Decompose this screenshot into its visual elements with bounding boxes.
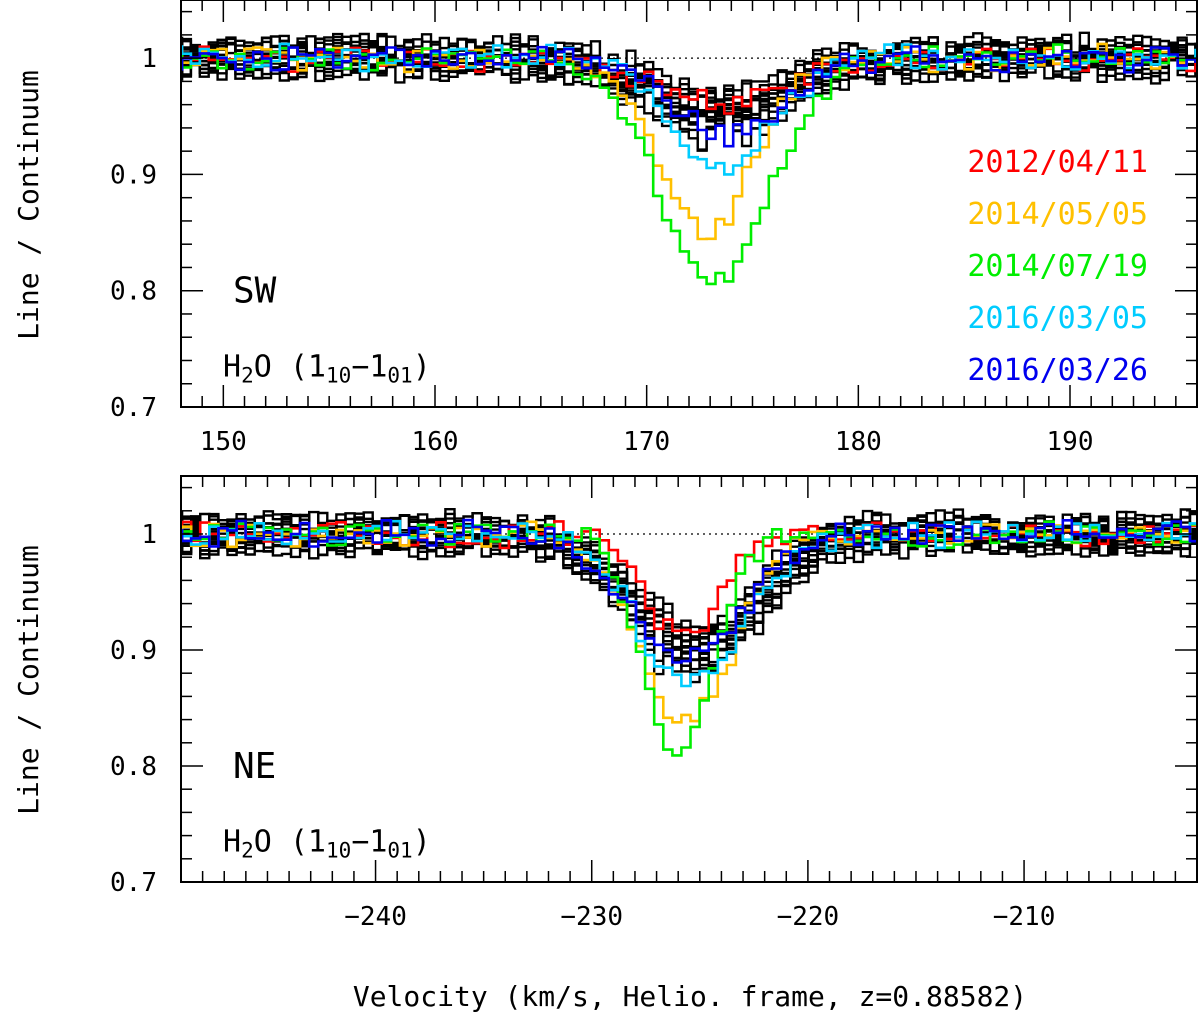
x-tick-label: 180 (835, 427, 882, 457)
x-axis-title: Velocity (km/s, Helio. frame, z=0.88582) (353, 980, 1027, 1013)
x-tick-label: 190 (1047, 427, 1094, 457)
legend-entry: 2014/07/19 (967, 249, 1148, 284)
x-tick-label: 160 (412, 427, 459, 457)
panel-tag: NE (233, 746, 276, 787)
background-spectrum (181, 511, 1197, 675)
y-tick-label: 1 (141, 44, 157, 74)
x-tick-label: 150 (200, 427, 247, 457)
legend-entry: 2016/03/26 (967, 353, 1148, 388)
line-label: H2O (110−101) (223, 349, 431, 387)
series-line-2016-03-26 (181, 518, 1197, 664)
axes-frame (180, 475, 1198, 883)
panel-tag: SW (233, 271, 277, 312)
y-tick-label: 0.9 (110, 636, 157, 666)
plot-area (181, 508, 1197, 757)
panel-sw: 150 160 170 180 190 0.7 0.8 0.9 1 SW H2O (110−101)… (110, 0, 1198, 457)
background-spectrum (181, 514, 1197, 667)
panel-ne: −240 −230 −220 −210 0.7 0.8 0.9 1 NE H2O (110−101… (110, 475, 1198, 932)
legend-entry: 2016/03/05 (967, 301, 1148, 336)
x-tick-label: −210 (993, 902, 1056, 932)
background-spectrum (181, 510, 1197, 646)
legend-entry: 2014/05/05 (967, 197, 1148, 232)
y-tick-label: 0.7 (110, 868, 157, 898)
y-axis-title-top: Line / Continuum (12, 70, 45, 340)
series-line-2014-05-05 (181, 520, 1197, 724)
x-tick-label: 170 (623, 427, 670, 457)
plot-area (181, 31, 1197, 286)
legend-entry: 2012/04/11 (967, 145, 1148, 180)
y-tick-label: 0.8 (110, 277, 157, 307)
y-tick-label: 1 (141, 520, 157, 550)
series-line-2016-03-05 (181, 519, 1197, 688)
y-axis-title-bottom: Line / Continuum (12, 545, 45, 815)
background-spectrum (181, 32, 1197, 151)
x-tick-label: −240 (344, 902, 407, 932)
background-spectrum (181, 512, 1197, 660)
y-tick-label: 0.7 (110, 393, 157, 423)
x-tick-label: −230 (560, 902, 623, 932)
x-tick-label: −220 (777, 902, 840, 932)
series-line-2016-03-26 (181, 45, 1197, 148)
line-label: H2O (110−101) (223, 824, 431, 862)
y-tick-label: 0.9 (110, 160, 157, 190)
y-tick-label: 0.8 (110, 752, 157, 782)
